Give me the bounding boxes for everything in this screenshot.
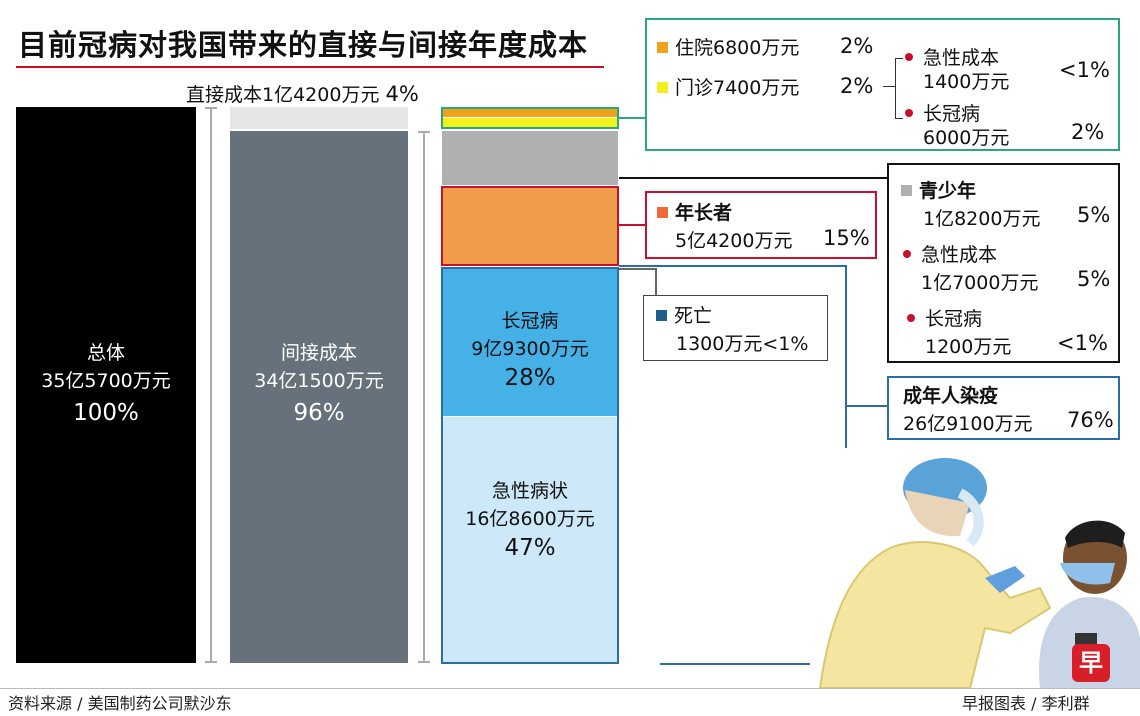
tree-branch-top — [895, 58, 903, 59]
youth-value: 1亿8200万元 — [923, 208, 1041, 230]
hospitalization-label: 住院6800万元 — [675, 37, 800, 59]
direct-long-value: 6000万元 — [923, 127, 1010, 149]
legend-hospitalization: 住院6800万元 — [657, 36, 799, 60]
direct-acute-pct: <1% — [1059, 58, 1110, 82]
bullet-icon — [905, 53, 913, 61]
death-value: 1300万元<1% — [676, 333, 809, 355]
seg-hospitalization — [442, 108, 618, 117]
seg-acute: 急性病状 16亿8600万元 47% — [442, 417, 618, 663]
youth-acute-value: 1亿7000万元 — [921, 272, 1039, 294]
bullet-icon — [907, 314, 915, 322]
youth-long-value: 1200万元 — [925, 336, 1012, 358]
bracket-indirect — [418, 131, 430, 663]
elderly-swatch-icon — [657, 207, 668, 218]
connector-death-h — [619, 268, 657, 270]
footer-rule — [0, 688, 1140, 689]
youth-pct: 5% — [1077, 203, 1111, 227]
source-credit: 资料来源 / 美国制药公司默沙东 — [8, 694, 232, 713]
direct-cost-label: 直接成本1亿4200万元 4% — [186, 80, 419, 107]
youth-label: 青少年 — [919, 180, 977, 202]
adult-value: 26亿9100万元 — [903, 413, 1033, 435]
seg-long-covid-value: 9亿9300万元 — [471, 338, 589, 360]
seg-youth — [442, 131, 618, 185]
direct-cost-pct: 4% — [385, 82, 419, 106]
bullet-icon — [903, 250, 911, 258]
outpatient-label: 门诊7400万元 — [675, 77, 800, 99]
connector-elderly — [619, 224, 645, 226]
seg-outpatient — [442, 118, 618, 128]
adult-label: 成年人染疫 — [903, 385, 999, 407]
title-underline — [16, 66, 604, 68]
direct-acute-value: 1400万元 — [923, 71, 1010, 93]
youth-acute-label: 急性成本 — [903, 243, 997, 267]
connector-adult-box — [845, 405, 887, 407]
graphic-credit: 早报图表 / 李利群 — [962, 694, 1090, 713]
tree-vertical — [895, 58, 896, 118]
youth-acute-pct: 5% — [1077, 267, 1111, 291]
elderly-label: 年长者 — [675, 202, 733, 224]
seg-long-covid-pct: 28% — [504, 365, 556, 391]
outpatient-swatch-icon — [657, 82, 668, 93]
connector-adult-top — [619, 265, 845, 267]
bar-direct — [230, 107, 408, 129]
hospitalization-pct: 2% — [840, 34, 874, 58]
elderly-value: 5亿4200万元 — [675, 230, 793, 252]
adult-pct: 76% — [1067, 408, 1114, 432]
bar-total-value: 35亿5700万元 — [41, 370, 171, 392]
adult-box: 成年人染疫 26亿9100万元 76% — [887, 376, 1120, 440]
bar-total-pct: 100% — [73, 400, 139, 426]
seg-acute-pct: 47% — [504, 535, 556, 561]
legend-death: 死亡 — [656, 304, 712, 328]
youth-long-pct: <1% — [1057, 331, 1108, 355]
direct-acute-label: 急性成本 — [905, 46, 999, 70]
connector-direct — [619, 117, 646, 119]
hospitalization-swatch-icon — [657, 42, 668, 53]
tree-stem — [883, 86, 895, 87]
bar-total: 总体 35亿5700万元 100% — [16, 107, 196, 663]
death-pct: <1% — [762, 333, 809, 355]
seg-acute-label: 急性病状 — [491, 480, 568, 502]
bar-indirect: 间接成本 34亿1500万元 96% — [230, 131, 408, 663]
youth-long-label: 长冠病 — [907, 307, 982, 331]
seg-long-covid-label: 长冠病 — [501, 310, 559, 332]
connector-death-v — [655, 268, 657, 296]
connector-youth — [619, 177, 887, 179]
bar-total-label: 总体 — [86, 342, 125, 364]
outpatient-pct: 2% — [840, 74, 874, 98]
direct-cost-text: 直接成本1亿4200万元 — [186, 84, 380, 106]
youth-box: 青少年 1亿8200万元 5% 急性成本 1亿7000万元 5% 长冠病 120… — [887, 163, 1120, 363]
death-swatch-icon — [656, 310, 667, 321]
direct-long-label: 长冠病 — [905, 102, 980, 126]
chart-title: 目前冠病对我国带来的直接与间接年度成本 — [18, 28, 589, 62]
seg-long-covid: 长冠病 9亿9300万元 28% — [442, 268, 618, 416]
legend-youth: 青少年 — [901, 179, 976, 203]
bracket-total — [205, 107, 217, 663]
direct-long-pct: 2% — [1071, 120, 1105, 144]
bar-indirect-label: 间接成本 — [280, 342, 357, 364]
seg-direct-outline — [441, 107, 619, 129]
seg-adult-outline — [441, 267, 619, 664]
connector-adult-bottom — [660, 663, 847, 665]
tree-branch-bottom — [895, 118, 903, 119]
death-box: 死亡 1300万元<1% — [643, 295, 828, 361]
seg-elderly — [441, 186, 619, 266]
bullet-icon — [905, 109, 913, 117]
death-label: 死亡 — [674, 305, 713, 327]
legend-outpatient: 门诊7400万元 — [657, 76, 799, 100]
elderly-box: 年长者 5亿4200万元 15% — [645, 191, 877, 259]
zaobao-logo: 早 — [1072, 644, 1110, 682]
youth-swatch-icon — [901, 185, 912, 196]
legend-elderly: 年长者 — [657, 201, 732, 225]
bar-indirect-value: 34亿1500万元 — [254, 370, 384, 392]
seg-acute-value: 16亿8600万元 — [465, 508, 595, 530]
direct-breakdown-box: 住院6800万元 2% 门诊7400万元 2% 急性成本 1400万元 <1% … — [645, 18, 1120, 151]
elderly-pct: 15% — [823, 226, 870, 250]
bar-indirect-pct: 96% — [293, 400, 345, 426]
